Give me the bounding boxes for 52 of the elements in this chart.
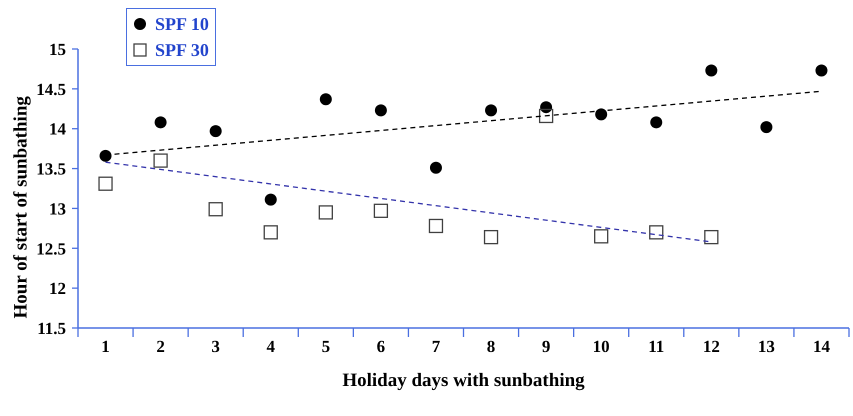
- point: [649, 225, 664, 240]
- point: [374, 204, 388, 218]
- y-axis-title: Hour of start of sunbathing: [10, 96, 32, 318]
- x-tick-label: 11: [648, 337, 664, 356]
- x-tick-label: 10: [592, 337, 610, 356]
- point: [485, 104, 498, 116]
- y-tick-label: 13.5: [36, 160, 66, 179]
- x-tick-label: 3: [211, 337, 220, 356]
- y-tick-label: 12.5: [36, 239, 66, 258]
- point: [704, 230, 718, 244]
- point: [595, 108, 608, 120]
- point: [430, 162, 442, 174]
- point: [210, 125, 222, 138]
- x-tick-label: 4: [266, 337, 276, 356]
- point: [428, 218, 444, 234]
- x-tick-label: 13: [758, 337, 775, 356]
- y-tick-label: 14: [49, 120, 66, 139]
- point: [264, 225, 278, 240]
- point: [815, 64, 828, 77]
- point: [320, 93, 332, 106]
- point: [484, 230, 498, 244]
- y-tick-label: 11.5: [37, 319, 66, 338]
- point: [650, 116, 662, 128]
- y-tick-label: 13: [49, 199, 66, 218]
- point: [100, 150, 112, 162]
- point: [705, 64, 718, 77]
- point: [374, 104, 387, 116]
- x-tick-label: 2: [156, 337, 165, 356]
- point: [538, 108, 554, 124]
- x-tick-label: 12: [702, 337, 720, 356]
- point: [154, 116, 167, 128]
- point: [98, 176, 113, 191]
- point: [208, 202, 223, 216]
- point: [760, 121, 772, 134]
- legend-label: SPF 30: [155, 39, 209, 62]
- y-tick-label: 15: [49, 40, 66, 59]
- point: [153, 153, 168, 168]
- y-tick-label: 12: [49, 279, 66, 298]
- point: [264, 194, 277, 206]
- x-tick-label: 5: [322, 337, 330, 356]
- y-tick-label: 14.5: [36, 80, 66, 99]
- point: [594, 229, 608, 244]
- x-tick-label: 9: [542, 337, 550, 356]
- x-tick-label: 7: [432, 337, 441, 356]
- x-tick-label: 1: [101, 337, 110, 356]
- x-tick-label: 8: [486, 337, 496, 356]
- x-tick-label: 14: [812, 337, 830, 356]
- point: [540, 101, 552, 114]
- point: [318, 205, 333, 220]
- x-tick-label: 6: [376, 337, 386, 356]
- x-axis-title: Holiday days with sunbathing: [342, 370, 586, 391]
- legend-label: SPF 10: [155, 13, 209, 36]
